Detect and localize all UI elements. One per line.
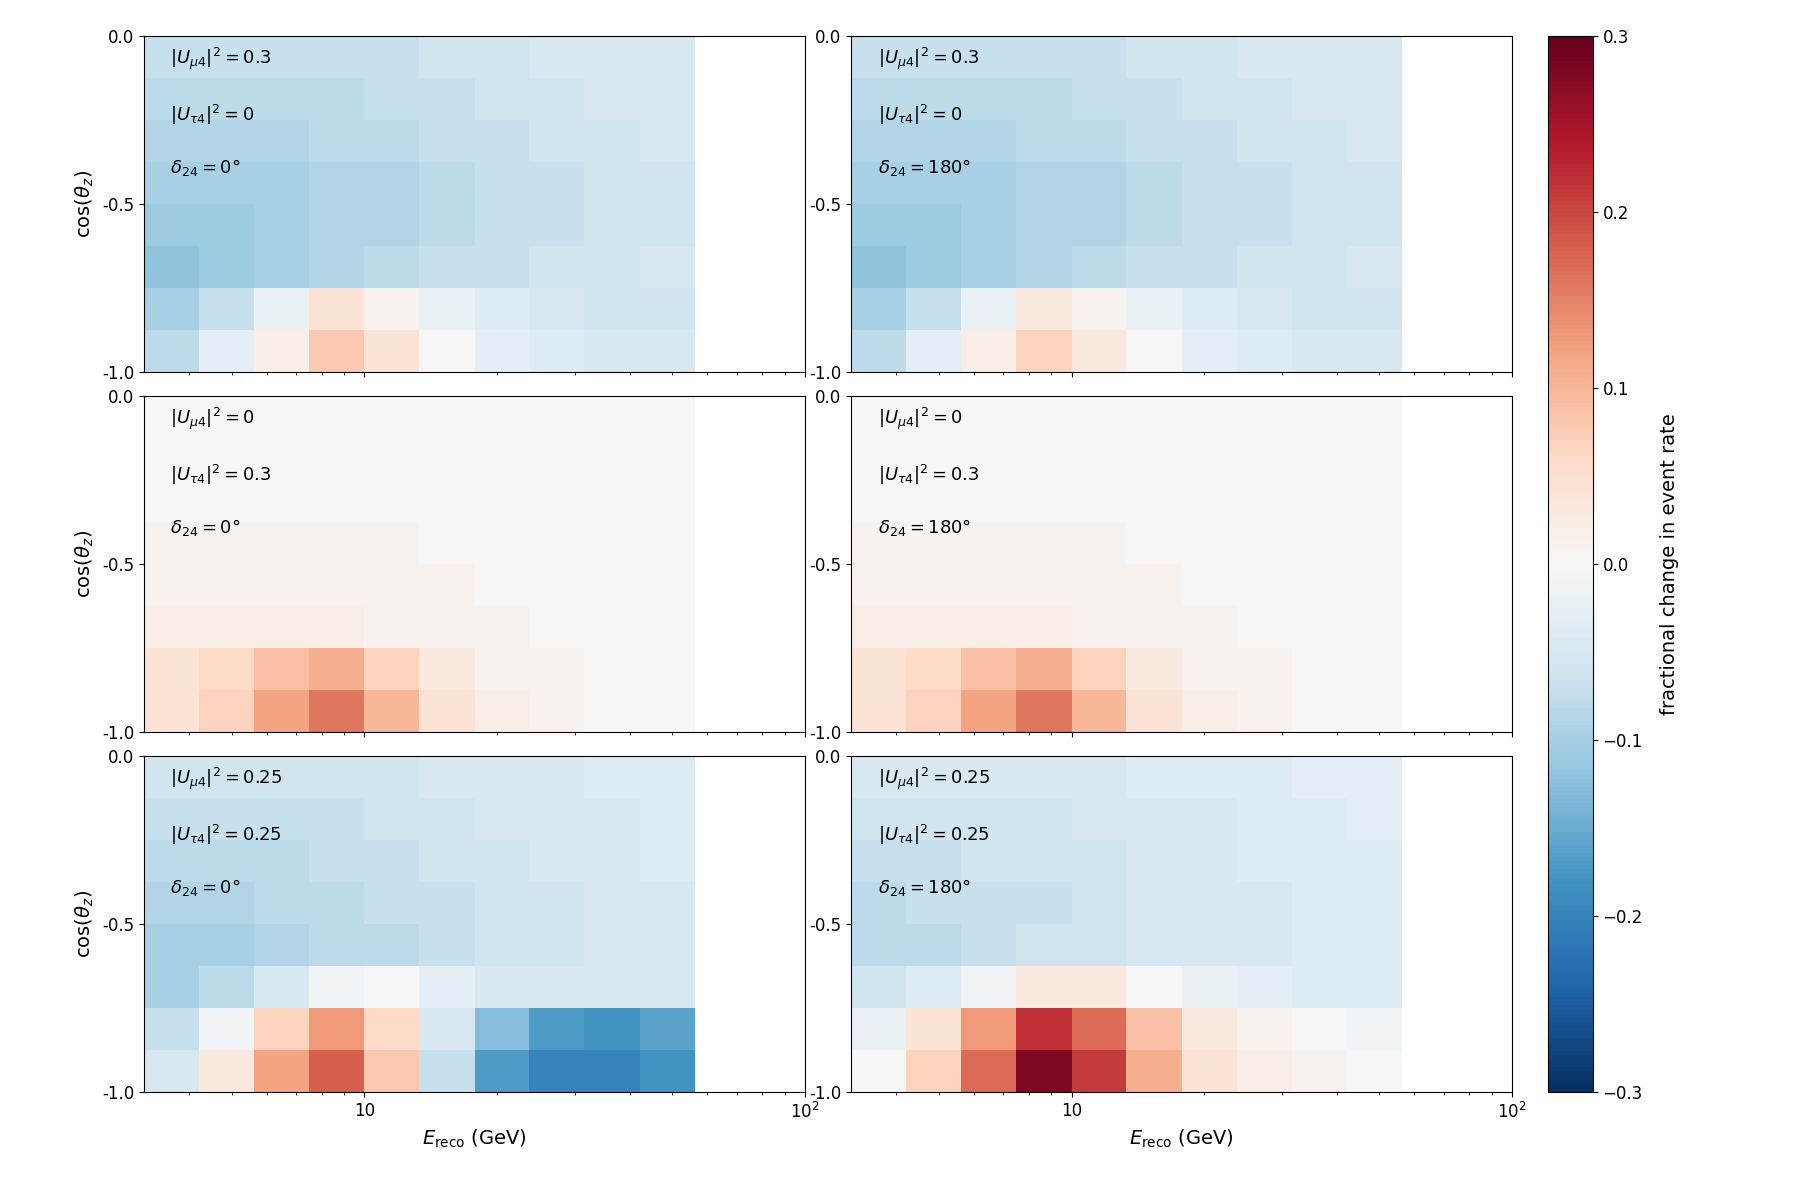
Y-axis label: $\cos(\theta_z)$: $\cos(\theta_z)$	[74, 890, 97, 958]
Text: $|U_{\mu 4}|^2 = 0.25$

$|U_{\tau 4}|^2 = 0.25$

$\delta_{24} = 0\degree$: $|U_{\mu 4}|^2 = 0.25$ $|U_{\tau 4}|^2 =…	[171, 766, 283, 898]
X-axis label: $E_\mathrm{reco}$ (GeV): $E_\mathrm{reco}$ (GeV)	[421, 1127, 527, 1150]
Text: $|U_{\mu 4}|^2 = 0$

$|U_{\tau 4}|^2 = 0.3$

$\delta_{24} = 180\degree$: $|U_{\mu 4}|^2 = 0$ $|U_{\tau 4}|^2 = 0.…	[878, 406, 979, 538]
Text: $|U_{\mu 4}|^2 = 0.3$

$|U_{\tau 4}|^2 = 0$

$\delta_{24} = 180\degree$: $|U_{\mu 4}|^2 = 0.3$ $|U_{\tau 4}|^2 = …	[878, 46, 979, 179]
X-axis label: $E_\mathrm{reco}$ (GeV): $E_\mathrm{reco}$ (GeV)	[1129, 1127, 1235, 1150]
Text: $|U_{\mu 4}|^2 = 0$

$|U_{\tau 4}|^2 = 0.3$

$\delta_{24} = 0\degree$: $|U_{\mu 4}|^2 = 0$ $|U_{\tau 4}|^2 = 0.…	[171, 406, 272, 538]
Y-axis label: $\cos(\theta_z)$: $\cos(\theta_z)$	[74, 170, 97, 238]
Y-axis label: $\cos(\theta_z)$: $\cos(\theta_z)$	[74, 530, 97, 598]
Text: $|U_{\mu 4}|^2 = 0.25$

$|U_{\tau 4}|^2 = 0.25$

$\delta_{24} = 180\degree$: $|U_{\mu 4}|^2 = 0.25$ $|U_{\tau 4}|^2 =…	[878, 766, 990, 898]
Text: $|U_{\mu 4}|^2 = 0.3$

$|U_{\tau 4}|^2 = 0$

$\delta_{24} = 0\degree$: $|U_{\mu 4}|^2 = 0.3$ $|U_{\tau 4}|^2 = …	[171, 46, 272, 179]
Y-axis label: fractional change in event rate: fractional change in event rate	[1660, 413, 1679, 715]
